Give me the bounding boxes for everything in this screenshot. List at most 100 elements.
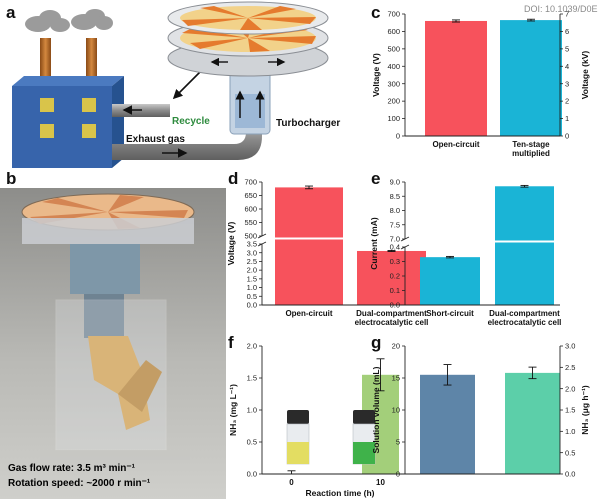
panel-c-y2-tick-label: 3 [565, 79, 569, 88]
panel-f-letter: f [228, 333, 234, 352]
panel-c-y2-tick-label: 7 [565, 10, 569, 19]
panel-g-chart: g 0 5 10 15 20 Solution volume (mL) 0.0 0.5 1.0 1… [371, 333, 590, 479]
teng-disk-icon [167, 1, 329, 77]
panel-g-y-tick-label: 0 [396, 470, 400, 479]
panel-b-letter: b [6, 169, 16, 188]
panel-c-bar [500, 20, 562, 137]
panel-e-x-tick-label: Dual-compartment [489, 309, 560, 318]
panel-e-y-axis-label: Current (mA) [369, 217, 379, 270]
panel-c-y2-tick-label: 4 [565, 62, 569, 71]
panel-c-bar [425, 20, 487, 136]
exhaust-gas-label: Exhaust gas [126, 134, 185, 145]
panel-d-bar [357, 250, 426, 305]
turbocharger-label: Turbocharger [276, 118, 340, 129]
vial-icon [352, 410, 376, 465]
panel-d-axis-break [274, 237, 344, 240]
panel-e-bar [420, 257, 480, 305]
panel-c-y2-axis-label: Voltage (kV) [580, 51, 590, 100]
panel-c-y-tick-label: 600 [387, 27, 400, 36]
panel-c-x-tick-label: Ten-stage [512, 140, 550, 149]
panel-f-x-axis-label: Reaction time (h) [306, 488, 375, 498]
panel-g-y-tick-label: 20 [392, 342, 400, 351]
panel-g-y2-tick-label: 2.5 [565, 363, 575, 372]
smoke-icon [25, 9, 113, 32]
panel-f-y-tick-label: 0.0 [247, 470, 257, 479]
panel-e-y-tick-label: 9.0 [390, 178, 400, 187]
panel-g-bar [505, 372, 560, 474]
panel-c-y2-tick-label: 5 [565, 44, 569, 53]
panel-a-letter: a [6, 3, 16, 22]
panel-d-y-tick-label: 600 [244, 205, 257, 214]
chimney-right [86, 38, 97, 86]
panel-e-y-tick-label: 8.5 [390, 192, 400, 201]
panel-d-y-tick-label: 3.5 [247, 240, 257, 249]
panel-e-y-tick-label: 0.0 [390, 301, 400, 310]
panel-c-chart: c 0 100 200 300 400 500 600 700 Voltage (V) 0 1 2 3 4… [371, 3, 590, 158]
gas-flow-rate-label: Gas flow rate: 3.5 m³ min⁻¹ [8, 463, 136, 474]
panel-d-x-tick-label: Dual-compartment [356, 309, 427, 318]
panel-c-y2-tick-label: 0 [565, 132, 569, 141]
rotation-speed-label: Rotation speed: ~2000 r min⁻¹ [8, 478, 151, 489]
panel-d-y-axis-label: Voltage (V) [226, 221, 236, 265]
panel-f-y-tick-label: 1.5 [247, 374, 257, 383]
panel-d-y-tick-label: 650 [244, 191, 257, 200]
panel-e-y-tick-label: 0.4 [390, 243, 400, 252]
panel-c-letter: c [371, 3, 380, 22]
panel-c-y2-tick-label: 1 [565, 114, 569, 123]
panel-g-y-tick-label: 5 [396, 438, 400, 447]
panel-c-y-tick-label: 0 [396, 132, 400, 141]
panel-e-y-tick-label: 7.5 [390, 220, 400, 229]
panel-g-bar [420, 374, 475, 474]
vial-icon [286, 410, 310, 465]
panel-g-y2-tick-label: 1.0 [565, 427, 575, 436]
panel-e-letter: e [371, 169, 380, 188]
panel-e-y-tick-label: 0.3 [390, 257, 400, 266]
panel-d-y-tick-label: 0.5 [247, 292, 257, 301]
prototype-photo [21, 193, 195, 460]
panel-c-y2-tick-label: 6 [565, 27, 569, 36]
panel-d-y-tick-label: 0.0 [247, 301, 257, 310]
panel-e-bar [495, 186, 554, 305]
vial-solution [353, 442, 375, 464]
panel-d-y-tick-label: 1.0 [247, 283, 257, 292]
panel-c-y-tick-label: 200 [387, 97, 400, 106]
panel-g-y2-tick-label: 0.0 [565, 470, 575, 479]
panel-c-y-tick-label: 300 [387, 79, 400, 88]
panel-b: b Gas flow rate: 3.5 m³ min⁻¹ Rotation s… [0, 169, 226, 499]
panel-c-y-tick-label: 400 [387, 62, 400, 71]
panel-c-y-tick-label: 700 [387, 10, 400, 19]
vial-cap [353, 410, 375, 424]
panel-f-y-tick-label: 2.0 [247, 342, 257, 351]
panel-g-y2-tick-label: 0.5 [565, 448, 575, 457]
panel-c-y-axis-label: Voltage (V) [371, 53, 381, 97]
panel-c-y2-tick-label: 2 [565, 97, 569, 106]
panel-a: a Exhaust gas Recycle [6, 1, 340, 168]
recycle-label: Recycle [172, 116, 210, 127]
panel-f-chart: f 0.0 0.5 1.0 1.5 2.0 NH₃ (mg L⁻¹) 0 10 Reaction… [228, 333, 418, 498]
panel-e-x-tick-label: Short-circuit [426, 309, 474, 318]
panel-e-chart: e 7.0 7.5 8.0 8.5 9.0 0.0 0.1 0.2 0.3 0.4 Current … [369, 169, 561, 327]
panel-e-y-tick-label: 0.2 [390, 272, 400, 281]
panel-f-y-tick-label: 1.0 [247, 406, 257, 415]
panel-e-x-tick-label: electrocatalytic cell [488, 318, 562, 327]
panel-e-y-tick-label: 7.0 [390, 235, 400, 244]
panel-f-y-tick-label: 0.5 [247, 438, 257, 447]
panel-e-y-tick-label: 0.1 [390, 286, 400, 295]
panel-d-y-tick-label: 2.5 [247, 257, 257, 266]
panel-g-y-tick-label: 15 [392, 374, 400, 383]
panel-f-x-tick-label: 0 [289, 478, 294, 487]
panel-f-y-axis-label: NH₃ (mg L⁻¹) [228, 384, 238, 436]
panel-g-y-tick-label: 10 [392, 406, 400, 415]
chimney-left [40, 38, 51, 86]
exhaust-pipe [112, 118, 262, 160]
panel-d-y-tick-label: 1.5 [247, 274, 257, 283]
panel-d-x-tick-label: Open-circuit [285, 309, 332, 318]
panel-d-y-tick-label: 3.0 [247, 248, 257, 257]
panel-d-y-tick-label: 550 [244, 218, 257, 227]
turbocharger-icon [229, 61, 271, 135]
panel-e-y-tick-label: 8.0 [390, 206, 400, 215]
panel-c-y-tick-label: 500 [387, 44, 400, 53]
panel-g-y2-axis-label: NH₃ (μg h⁻¹) [580, 385, 590, 435]
